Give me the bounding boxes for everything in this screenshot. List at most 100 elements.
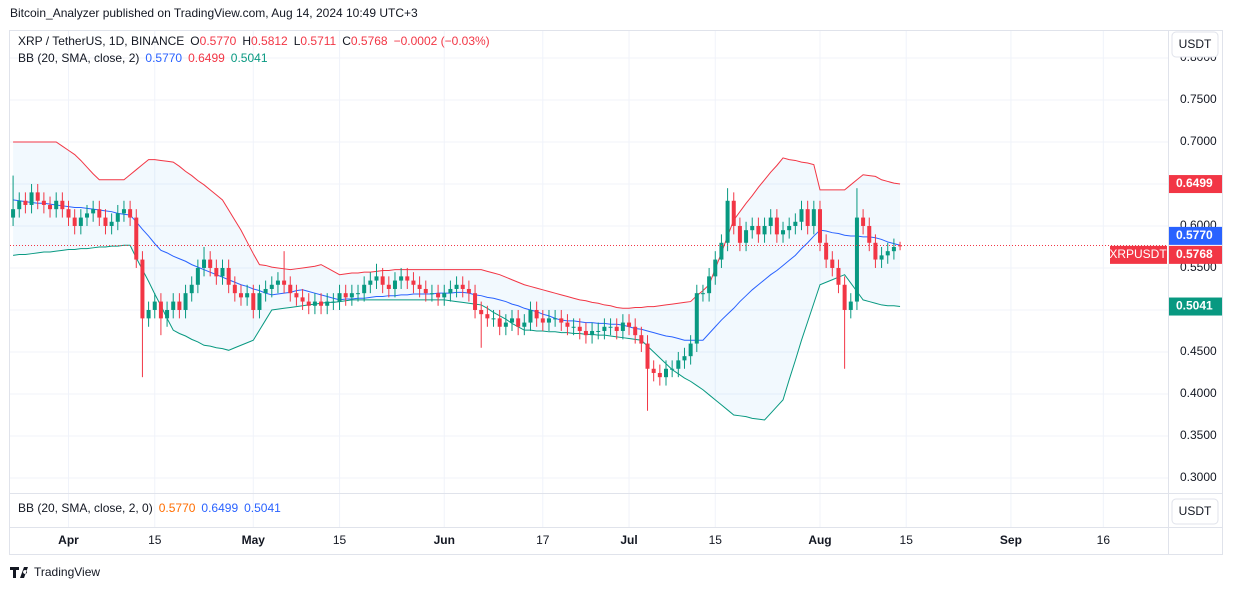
candle-body [583, 330, 588, 336]
candle-body [35, 192, 40, 201]
candle-body [411, 280, 416, 285]
price-tag-label: 0.5770 [1176, 228, 1213, 242]
candle-body [226, 267, 231, 285]
legend-row: XRP / TetherUS, 1D, BINANCE O0.5770 H0.581… [18, 34, 490, 48]
y-tick-label: 0.4500 [1180, 344, 1217, 358]
price-tag-label: 0.6499 [1176, 176, 1213, 190]
candle-body [534, 309, 539, 319]
candle-body [707, 276, 712, 294]
candle-body [29, 192, 34, 205]
candle-body [891, 246, 896, 252]
candle-body [657, 372, 662, 378]
candle-body [72, 217, 77, 226]
lower-currency-button[interactable]: USDT [1171, 498, 1219, 525]
candle-body [232, 284, 237, 294]
y-tick-label: 0.3500 [1180, 428, 1217, 442]
price-tags: 0.6499 0.5770 0.5768 XRPUSDT 0.5041 [1109, 175, 1222, 316]
candle-body [374, 276, 379, 281]
candle-body [768, 217, 773, 226]
candle-body [362, 284, 367, 294]
ohlc-value: 0.5711 [300, 34, 336, 48]
candle-body [885, 251, 890, 256]
candle-body [189, 284, 194, 294]
ohlc-value: 0.5770 [200, 34, 237, 48]
price-pane [10, 141, 1168, 421]
candle-body [466, 288, 471, 294]
candle-body [879, 255, 884, 260]
x-tick-label: Sep [1000, 533, 1022, 547]
candle-body [787, 225, 792, 231]
indicator-value: 0.5041 [231, 51, 268, 65]
candle-body [571, 326, 576, 328]
band-line [13, 141, 901, 309]
frame [9, 30, 1223, 555]
candle-body [898, 245, 903, 247]
candle-body [454, 284, 459, 289]
ohlc-key: H [242, 34, 251, 48]
candle-body [682, 356, 687, 361]
candle-body [115, 213, 120, 222]
candle-body [731, 200, 736, 226]
currency-button[interactable]: USDT [1171, 31, 1219, 58]
candle-body [275, 280, 280, 285]
candle-body [750, 225, 755, 231]
candle-body [442, 293, 447, 298]
outer-border [9, 30, 1223, 555]
candle-body [429, 293, 434, 295]
candle-body [528, 309, 533, 323]
candle-body [152, 301, 157, 310]
candle-body [546, 318, 551, 323]
candle-body [208, 259, 213, 268]
candle-body [688, 343, 693, 357]
price-axis: 0.30000.35000.40000.45000.50000.55000.60… [58, 50, 1217, 547]
candle-body [257, 293, 262, 310]
indicator-value: 0.6499 [188, 51, 225, 65]
x-tick-label: 15 [333, 533, 347, 547]
symbol-tag-label: XRPUSDT [1109, 247, 1167, 261]
currency-label[interactable]: USDT [1179, 504, 1212, 518]
candle-body [103, 217, 108, 226]
button-box[interactable] [1171, 498, 1219, 525]
candle-body [319, 301, 324, 306]
candle-body [744, 230, 749, 243]
candle-body [128, 209, 133, 218]
candle-body [109, 221, 114, 226]
indicator-value: 0.5770 [159, 501, 196, 515]
candle-body [460, 284, 465, 289]
candle-body [312, 301, 317, 306]
candle-body [300, 297, 305, 302]
ohlc-value: 0.5768 [351, 34, 388, 48]
candle-body [91, 209, 96, 214]
candle-body [448, 288, 453, 294]
currency-label[interactable]: USDT [1179, 37, 1212, 51]
button-box[interactable] [1171, 31, 1219, 58]
candle-body [700, 293, 705, 295]
indicator-label: BB (20, SMA, close, 2, 0) [18, 501, 153, 515]
x-tick-label: 15 [148, 533, 162, 547]
candle-body [553, 318, 558, 320]
candle-body [614, 326, 619, 331]
x-tick-label: May [242, 533, 266, 547]
price-tag [1169, 175, 1222, 194]
candle-body [78, 217, 83, 226]
candle-body [805, 209, 810, 226]
candle-body [417, 284, 422, 289]
candle-body [799, 209, 804, 222]
candle-body [676, 360, 681, 369]
x-tick-label: Aug [808, 533, 831, 547]
candle-body [670, 368, 675, 370]
candle-body [737, 225, 742, 243]
candle-body [565, 322, 570, 327]
candle-body [325, 301, 330, 306]
candle-body [251, 293, 256, 310]
price-tag [1169, 226, 1222, 245]
change: −0.0002 (−0.03%) [394, 34, 490, 48]
x-tick-label: Jun [434, 533, 455, 547]
candle-body [774, 217, 779, 235]
candle-body [220, 267, 225, 277]
candle-body [725, 200, 730, 243]
candle-body [202, 259, 207, 268]
candle-body [343, 293, 348, 298]
candle-body [423, 288, 428, 294]
